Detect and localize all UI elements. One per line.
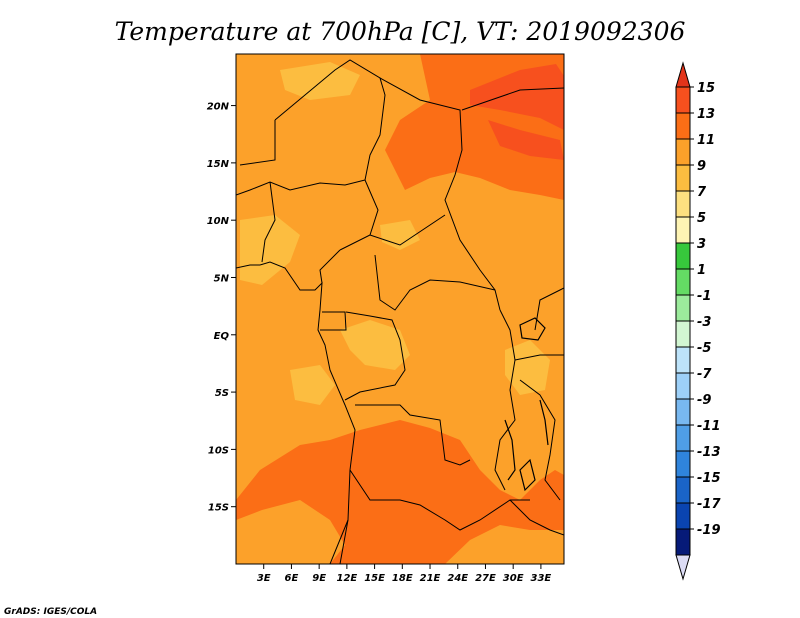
cool-patch-east [505, 340, 550, 395]
lat-tick-label: 5N [214, 273, 230, 284]
colorbar-label: 5 [697, 211, 706, 226]
colorbar-swatch [675, 372, 691, 400]
cool-patch-sahara [280, 62, 360, 100]
lat-tick-label: 15S [208, 503, 229, 514]
map-frame [235, 53, 565, 565]
colorbar-label: -11 [697, 419, 721, 434]
colorbar-swatch [675, 190, 691, 218]
colorbar-swatch [675, 242, 691, 270]
latitude-axis: 20N 15N 10N 5N EQ 5S 10S 15S [207, 102, 236, 514]
colorbar-label: -19 [697, 523, 721, 538]
lon-tick-label: 15E [364, 573, 385, 584]
colorbar-label: -17 [697, 497, 721, 512]
lat-tick-label: 10S [208, 445, 229, 456]
temperature-shading [236, 54, 564, 564]
warm-region-south-inner [236, 500, 345, 564]
colorbar-label: 15 [697, 81, 715, 96]
colorbar-label: 3 [697, 237, 706, 252]
cool-patch-coast [290, 365, 335, 405]
lon-tick-label: 27E [475, 573, 496, 584]
map-panel [235, 53, 565, 565]
colorbar-swatch [675, 216, 691, 244]
colorbar-swatch [675, 346, 691, 374]
warm-region-northeast-peak [470, 64, 564, 130]
colorbar-label: -1 [697, 289, 711, 304]
colorbar-label: 9 [697, 159, 706, 174]
lon-tick-label: 21E [420, 573, 441, 584]
lon-tick-label: 30E [503, 573, 524, 584]
warm-region-south-inner2 [445, 525, 564, 564]
colorbar-swatch [675, 112, 691, 140]
cool-patch-central [380, 220, 420, 250]
colorbar-swatch [675, 398, 691, 426]
colorbar-swatch [675, 424, 691, 452]
lon-tick-label: 33E [531, 573, 552, 584]
colorbar-swatch [675, 294, 691, 322]
colorbar: 15 13 11 9 7 5 3 1 -1 -3 -5 -7 -9 -11 -13 -15 -17 -19 [675, 61, 721, 581]
colorbar-swatch [675, 320, 691, 348]
lon-tick-label: 18E [392, 573, 413, 584]
colorbar-label: 13 [697, 107, 715, 122]
colorbar-bottom-arrow [675, 554, 691, 581]
colorbar-label: 1 [697, 263, 706, 278]
lon-tick-label: 12E [336, 573, 357, 584]
lat-tick-label: EQ [214, 331, 230, 342]
colorbar-label: -13 [697, 445, 721, 460]
grads-credit: GrADS: IGES/COLA [4, 607, 97, 617]
colorbar-label: -9 [697, 393, 711, 408]
colorbar-label: 7 [697, 185, 707, 200]
lat-tick-label: 20N [207, 102, 230, 113]
colorbar-swatch [675, 528, 691, 556]
colorbar-swatch [675, 476, 691, 504]
country-borders [236, 59, 564, 564]
colorbar-swatch [675, 138, 691, 166]
colorbar-label: -7 [697, 367, 712, 382]
lon-tick-label: 6E [285, 573, 299, 584]
lon-tick-label: 24E [447, 573, 468, 584]
cool-patch-gabon [340, 320, 410, 370]
lat-tick-label: 5S [215, 388, 229, 399]
lon-tick-label: 9E [312, 573, 326, 584]
lon-tick-label: 3E [257, 573, 271, 584]
colorbar-swatch [675, 86, 691, 114]
colorbar-label: -15 [697, 471, 721, 486]
colorbar-label: 11 [697, 133, 715, 148]
warm-region-northeast-peak2 [488, 120, 564, 160]
lakes [504, 317, 549, 492]
colorbar-swatch [675, 450, 691, 478]
longitude-axis: 3E 6E 9E 12E 15E 18E 21E 24E 27E 30E 33E [257, 564, 552, 584]
lat-tick-label: 15N [207, 159, 230, 170]
colorbar-top-arrow [675, 61, 691, 88]
colorbar-swatch [675, 268, 691, 296]
colorbar-label: -5 [697, 341, 711, 356]
colorbar-label: -3 [697, 315, 711, 330]
colorbar-swatch [675, 164, 691, 192]
map-title: Temperature at 700hPa [C], VT: 201909230… [115, 17, 686, 46]
cool-patch-west-africa [240, 215, 300, 285]
lat-tick-label: 10N [207, 216, 230, 227]
colorbar-swatch [675, 502, 691, 530]
